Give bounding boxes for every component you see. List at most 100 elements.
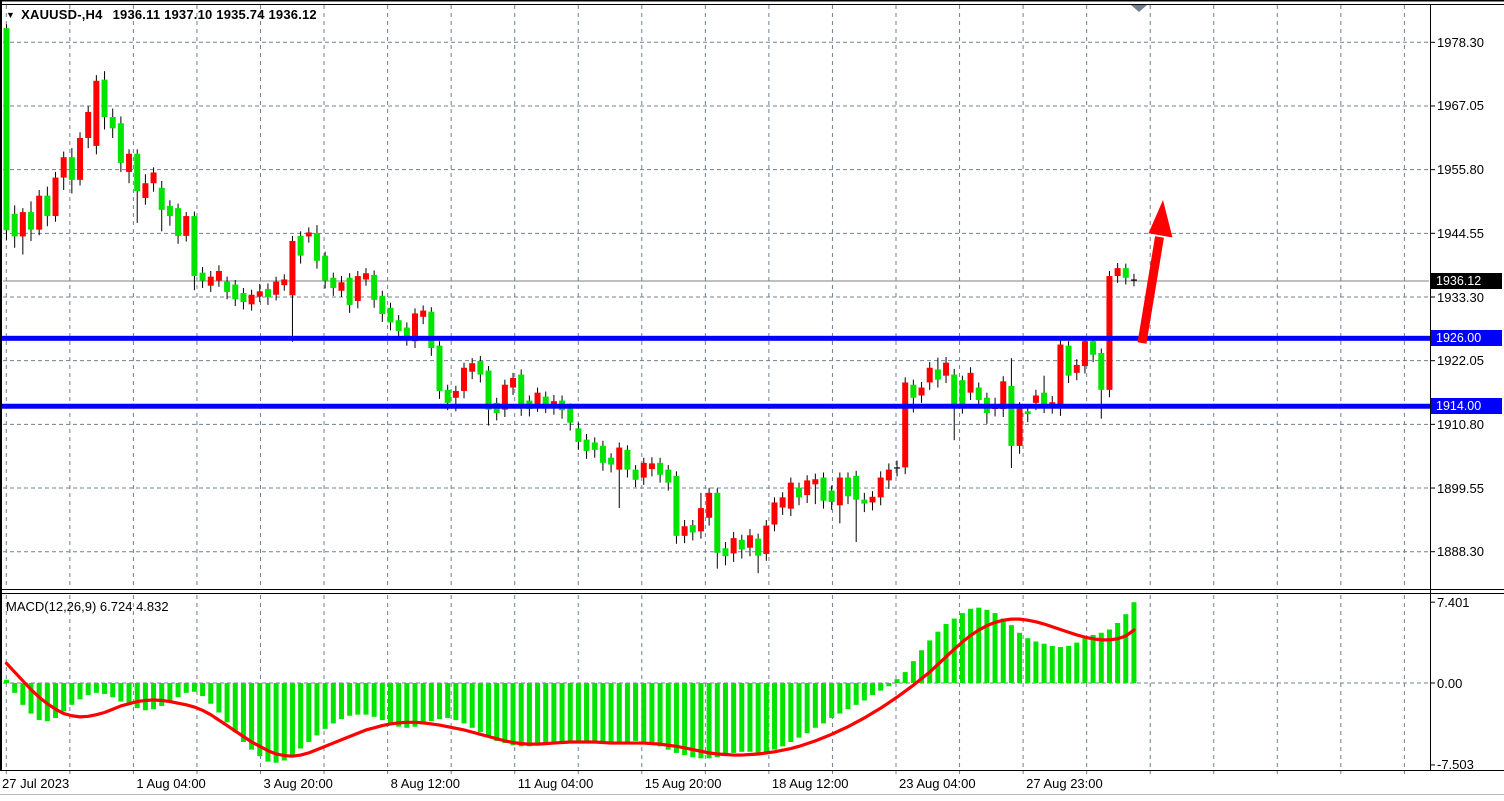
macd-histogram-bar bbox=[118, 683, 124, 702]
candle-body bbox=[322, 255, 329, 281]
price-tick-label: 1899.55 bbox=[1437, 480, 1484, 496]
candle-body bbox=[199, 272, 206, 281]
candle-body bbox=[256, 291, 263, 297]
macd-histogram-bar bbox=[28, 683, 34, 714]
macd-histogram-bar bbox=[1090, 634, 1096, 683]
macd-histogram-bar bbox=[191, 683, 197, 692]
candle-body bbox=[297, 235, 304, 256]
candle-body bbox=[395, 320, 402, 331]
candle-body bbox=[403, 327, 410, 338]
macd-histogram-bar bbox=[183, 683, 189, 693]
symbol-dropdown-icon[interactable]: ▼ bbox=[6, 10, 16, 20]
candle-body bbox=[1130, 279, 1137, 281]
macd-tick-label: 7.401 bbox=[1437, 594, 1470, 610]
candle-body bbox=[224, 281, 231, 292]
macd-histogram-bar bbox=[142, 683, 148, 711]
candle-body bbox=[779, 497, 786, 508]
macd-histogram-bar bbox=[494, 683, 500, 741]
macd-histogram-bar bbox=[453, 683, 459, 721]
candle-body bbox=[567, 408, 574, 423]
macd-histogram-bar bbox=[1000, 618, 1006, 683]
macd-histogram-bar bbox=[927, 640, 933, 683]
grid bbox=[3, 5, 1429, 776]
candle-body bbox=[926, 367, 933, 383]
candle-body bbox=[1032, 395, 1039, 403]
candle-body bbox=[894, 467, 901, 469]
macd-histogram-bar bbox=[804, 683, 810, 734]
macd-indicator-label: MACD(12,26,9) 6.724 4.832 bbox=[6, 599, 169, 614]
candle-body bbox=[975, 387, 982, 401]
support-resistance-lines[interactable] bbox=[2, 335, 1430, 409]
time-tick-label: 27 Jul 2023 bbox=[2, 776, 70, 791]
candle-body bbox=[575, 428, 582, 442]
time-tick-label: 11 Aug 04:00 bbox=[517, 776, 594, 791]
candle-body bbox=[346, 277, 353, 305]
candle-body bbox=[3, 28, 10, 231]
macd-histogram-bar bbox=[404, 683, 410, 728]
macd-histogram-bar bbox=[837, 683, 843, 714]
candle-body bbox=[485, 370, 492, 410]
candle-body bbox=[1065, 345, 1072, 376]
candlestick-series[interactable] bbox=[3, 24, 1137, 574]
macd-histogram-bar bbox=[1033, 641, 1039, 683]
candle-body bbox=[166, 205, 173, 217]
candle-body bbox=[28, 212, 35, 230]
chart-shift-marker[interactable] bbox=[1131, 5, 1147, 12]
macd-histogram-bar bbox=[510, 683, 516, 746]
macd-histogram-bar bbox=[77, 683, 83, 700]
macd-histogram-bar bbox=[706, 683, 712, 759]
macd-histogram-bar bbox=[780, 683, 786, 747]
macd-histogram-bar bbox=[232, 683, 238, 733]
macd-signal-line bbox=[4, 617, 1136, 758]
macd-histogram-bar bbox=[1106, 629, 1112, 683]
candle-body bbox=[673, 475, 680, 536]
macd-histogram-bar bbox=[821, 683, 826, 724]
candle-body bbox=[1024, 411, 1031, 415]
candle-body bbox=[763, 525, 770, 554]
candle-body bbox=[338, 282, 345, 291]
candle-body bbox=[534, 392, 541, 405]
candle-body bbox=[281, 279, 288, 286]
macd-histogram-bar bbox=[992, 613, 998, 683]
macd-series[interactable] bbox=[4, 602, 1137, 763]
macd-histogram-bar bbox=[4, 679, 9, 683]
macd-histogram-bar bbox=[592, 683, 598, 741]
time-tick-label: 1 Aug 04:00 bbox=[136, 776, 206, 791]
candle-body bbox=[787, 482, 794, 509]
macd-histogram-bar bbox=[134, 683, 140, 709]
macd-histogram-bar bbox=[1123, 614, 1129, 683]
macd-histogram-bar bbox=[273, 683, 279, 763]
macd-histogram-bar bbox=[976, 607, 982, 683]
macd-histogram-bar bbox=[486, 683, 492, 737]
candle-body bbox=[240, 293, 247, 303]
candle-body bbox=[910, 384, 917, 398]
macd-histogram-bar bbox=[208, 683, 214, 704]
macd-histogram-bar bbox=[657, 683, 663, 747]
candle-body bbox=[959, 380, 966, 406]
macd-histogram-bar bbox=[355, 683, 361, 715]
candle-body bbox=[845, 477, 852, 497]
candle-body bbox=[150, 172, 157, 184]
candle-body bbox=[518, 374, 525, 405]
macd-histogram-bar bbox=[853, 683, 859, 705]
candle-body bbox=[1000, 381, 1007, 410]
macd-histogram-bar bbox=[829, 683, 835, 718]
macd-histogram-bar bbox=[559, 683, 565, 742]
candle-body bbox=[714, 492, 721, 553]
candle-body bbox=[934, 369, 941, 380]
macd-histogram-bar bbox=[428, 683, 434, 722]
candle-body bbox=[869, 496, 876, 503]
macd-histogram-bar bbox=[739, 683, 745, 752]
macd-histogram-bar bbox=[1098, 632, 1104, 683]
macd-histogram-bar bbox=[347, 683, 353, 716]
macd-histogram-bar bbox=[1049, 645, 1055, 683]
macd-histogram-bar bbox=[12, 683, 18, 693]
macd-histogram-bar bbox=[102, 683, 108, 694]
candle-body bbox=[820, 477, 827, 501]
macd-histogram-bar bbox=[371, 683, 377, 717]
macd-histogram-bar bbox=[53, 683, 59, 718]
macd-histogram-bar bbox=[551, 683, 557, 744]
macd-histogram-bar bbox=[265, 683, 271, 762]
trend-arrow-annotation[interactable] bbox=[1137, 200, 1173, 344]
